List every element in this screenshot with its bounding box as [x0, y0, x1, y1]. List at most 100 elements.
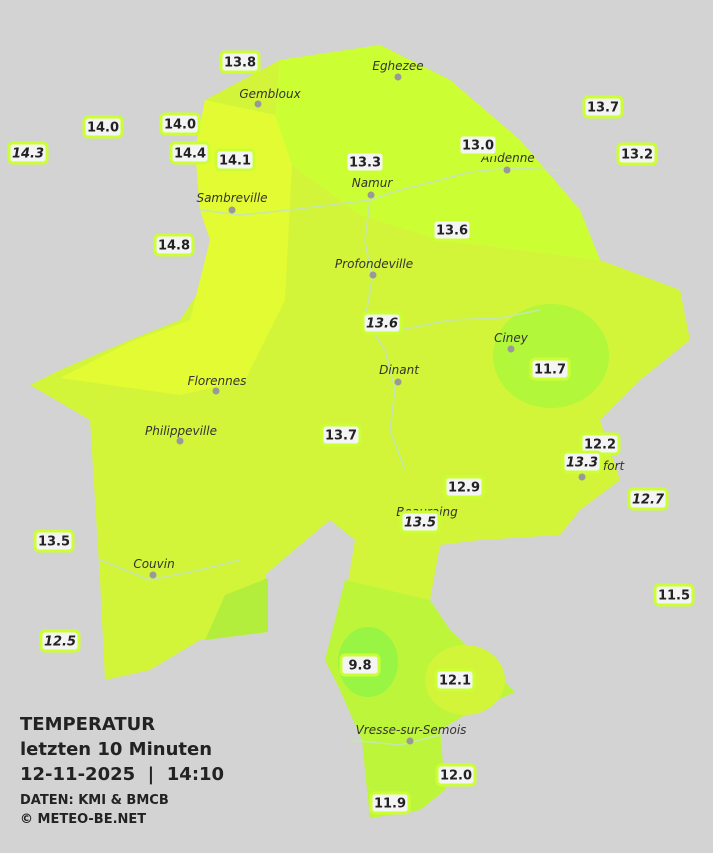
- station-box: [320, 423, 362, 447]
- station-box: [529, 357, 571, 381]
- station: 12.0: [435, 763, 477, 787]
- station: 13.8: [219, 50, 261, 74]
- station-value: 11.9: [374, 797, 406, 812]
- station-value: 12.5: [44, 635, 76, 650]
- cool-zone: [205, 578, 268, 640]
- station-value: 11.5: [658, 589, 690, 604]
- station-box: [339, 653, 381, 677]
- station-value: 13.6: [436, 224, 468, 239]
- station-box: [33, 529, 75, 553]
- source: DATEN: KMI & BMCB: [20, 793, 169, 808]
- station-value: 14.3: [12, 147, 44, 162]
- station-value: 13.3: [566, 456, 598, 471]
- town-dot: [394, 73, 402, 81]
- station-value: 13.7: [587, 101, 619, 116]
- station-box: [344, 150, 386, 174]
- station: 14.4: [169, 141, 211, 165]
- station-value: 13.2: [621, 148, 653, 163]
- station-box: [582, 95, 624, 119]
- town-label: Ciney: [494, 331, 529, 345]
- town-label: Gembloux: [239, 87, 301, 101]
- town-label: Namur: [352, 176, 394, 190]
- station-box: [434, 668, 476, 692]
- station-value: 12.7: [632, 493, 665, 508]
- station-value: 12.2: [584, 438, 616, 453]
- station-value: 12.9: [448, 481, 480, 496]
- station: 12.5: [39, 629, 81, 653]
- station-box: [39, 629, 81, 653]
- station-value: 11.7: [534, 363, 566, 378]
- station-value: 14.8: [158, 239, 190, 254]
- station: 14.8: [153, 233, 195, 257]
- station-value: 12.0: [440, 769, 472, 784]
- warm-zone: [60, 100, 292, 395]
- station-box: [219, 50, 261, 74]
- station-value: 13.7: [325, 429, 357, 444]
- station: 13.6: [431, 218, 473, 242]
- station-box: [169, 141, 211, 165]
- rivers: [99, 167, 561, 746]
- station: 9.8: [339, 653, 381, 677]
- north-zone: [275, 45, 600, 260]
- town-label: Dinant: [379, 363, 420, 377]
- station-box: [361, 311, 403, 335]
- station: 13.5: [33, 529, 75, 553]
- station: 11.5: [653, 583, 695, 607]
- station-box: [443, 475, 485, 499]
- town-dot: [367, 191, 375, 199]
- town-label: Eghezee: [372, 59, 423, 73]
- station-value: 13.5: [404, 516, 436, 531]
- station: 12.1: [434, 668, 476, 692]
- station-box: [653, 583, 695, 607]
- town-dot: [507, 345, 515, 353]
- station-value: 13.8: [224, 56, 256, 71]
- town-dot: [228, 206, 236, 214]
- station-value: 13.0: [462, 139, 494, 154]
- town-label: Profondeville: [335, 257, 413, 271]
- town-dot: [254, 100, 262, 108]
- town-dot: [212, 387, 220, 395]
- station-box: [399, 510, 441, 534]
- town-dot: [406, 737, 414, 745]
- station-box: [435, 763, 477, 787]
- town-dot: [176, 437, 184, 445]
- station-value: 12.1: [439, 674, 471, 689]
- subtitle: letzten 10 Minuten: [20, 739, 212, 760]
- station-value: 13.5: [38, 535, 70, 550]
- town-label: Florennes: [188, 374, 247, 388]
- title: TEMPERATUR: [20, 714, 155, 735]
- station: 13.3: [344, 150, 386, 174]
- station-box: [153, 233, 195, 257]
- town-label: Couvin: [133, 557, 174, 571]
- station-box: [7, 141, 49, 165]
- station: 11.9: [369, 791, 411, 815]
- station: 13.5: [399, 510, 441, 534]
- timestamp: 12-11-2025 | 14:10: [20, 764, 224, 785]
- station: 13.0: [457, 133, 499, 157]
- town-label: Philippeville: [145, 424, 217, 438]
- town-label: Vresse-sur-Semois: [356, 723, 467, 737]
- station-box: [616, 142, 658, 166]
- station-box: [457, 133, 499, 157]
- station-value: 13.6: [366, 317, 398, 332]
- station: 13.7: [582, 95, 624, 119]
- station: 11.7: [529, 357, 571, 381]
- station: 14.0: [82, 115, 124, 139]
- station: 13.2: [616, 142, 658, 166]
- station-value: 9.8: [348, 659, 371, 674]
- cool-zone: [493, 304, 609, 408]
- station-box: [561, 450, 603, 474]
- town-dot: [503, 166, 511, 174]
- copyright: © METEO-BE.NET: [20, 812, 146, 827]
- town-dot: [149, 571, 157, 579]
- station: 14.0: [159, 112, 201, 136]
- station-box: [627, 487, 669, 511]
- station-value: 13.3: [349, 156, 381, 171]
- station-box: [431, 218, 473, 242]
- town-dot: [394, 378, 402, 386]
- town-label: Sambreville: [196, 191, 267, 205]
- town-dot: [578, 473, 586, 481]
- station: 14.1: [214, 148, 256, 172]
- station: 13.7: [320, 423, 362, 447]
